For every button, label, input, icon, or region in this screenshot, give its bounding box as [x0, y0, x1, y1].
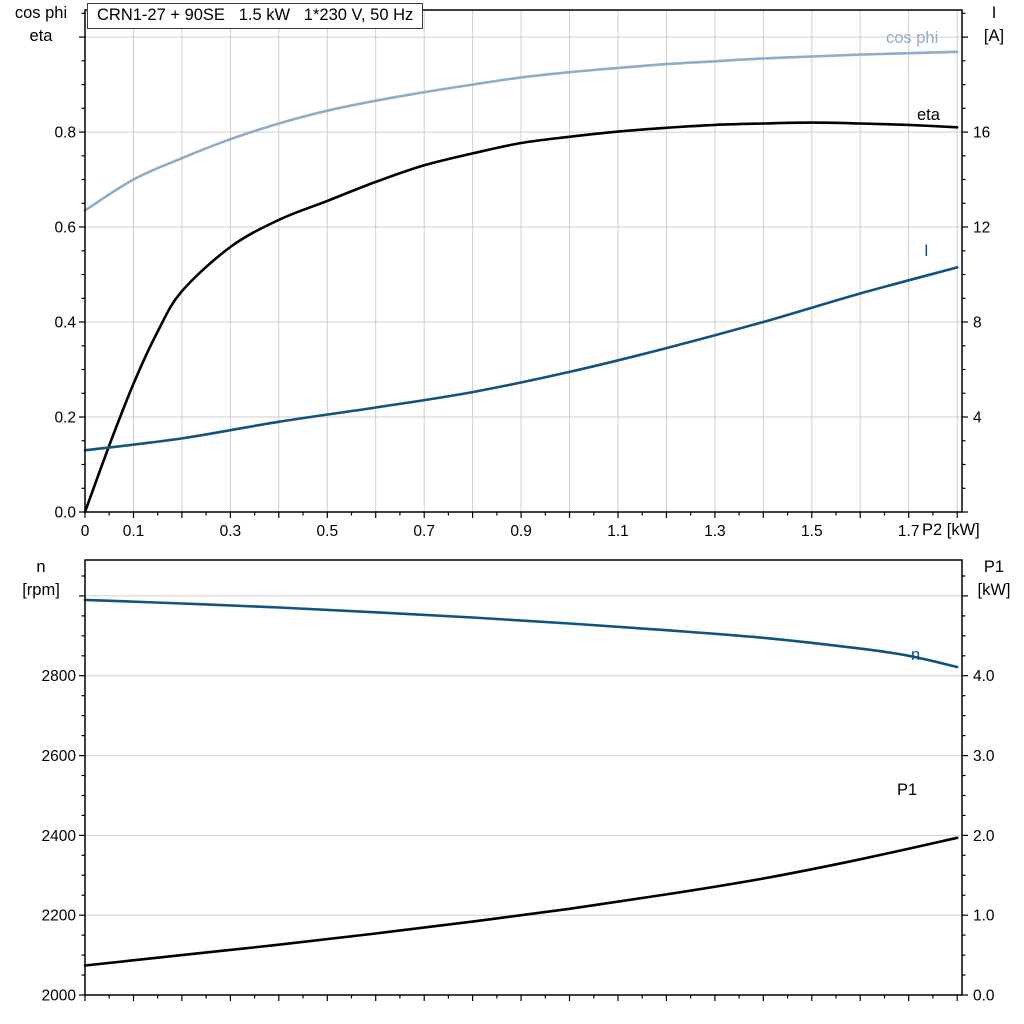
y-right-tick-label: 12 [973, 220, 990, 237]
y-right-tick-label: 16 [973, 125, 990, 142]
curve-i [83, 266, 959, 452]
x-tick-label: 1.1 [607, 523, 629, 540]
speed-curve-label: n [911, 646, 921, 664]
x-tick-label: 0.3 [220, 523, 242, 540]
rpm-unit-label: [rpm] [22, 581, 60, 600]
x-tick-label: 1.7 [898, 523, 920, 540]
p1-curve-label: P1 [897, 781, 918, 799]
y-left-tick-label: 0.6 [54, 220, 76, 237]
x-tick-label: 0.7 [413, 523, 435, 540]
top-left-axis-title: cos phi eta [2, 2, 80, 49]
y-right-tick-label: 4.0 [973, 668, 995, 685]
x-tick-label: 0.5 [317, 523, 339, 540]
x-tick-label: 0.1 [123, 523, 145, 540]
curve-eta [83, 121, 959, 514]
y-left-tick-label: 2200 [42, 908, 77, 925]
y-left-tick-label: 2000 [42, 988, 77, 1005]
top-right-axis-title: I [A] [966, 2, 1022, 49]
y-right-tick-label: 8 [973, 315, 982, 332]
speed-axis-label: n [36, 558, 46, 576]
chart-title-box: CRN1-27 + 90SE 1.5 kW 1*230 V, 50 Hz [87, 3, 424, 29]
ampere-unit-label: [A] [983, 27, 1005, 46]
kw-unit-label: [kW] [977, 581, 1011, 600]
eta-curve-label: eta [917, 106, 940, 124]
curve-p1 [83, 836, 959, 967]
y-right-tick-label: 3.0 [973, 748, 995, 765]
curve-n [83, 598, 959, 669]
y-left-tick-label: 0.4 [54, 315, 76, 332]
y-left-tick-label: 0.8 [54, 125, 76, 142]
cos-phi-axis-label: cos phi [14, 4, 68, 22]
y-right-tick-label: 0.0 [973, 988, 995, 1005]
y-left-tick-label: 0.0 [54, 505, 76, 522]
eta-axis-label: eta [29, 27, 53, 46]
bottom-right-axis-title: P1 [kW] [966, 556, 1022, 603]
current-curve-label: I [924, 242, 929, 260]
curve-cos-phi [83, 50, 959, 212]
y-right-tick-label: 4 [973, 410, 982, 427]
y-left-tick-label: 2800 [42, 668, 77, 685]
y-left-tick-label: 2600 [42, 748, 77, 765]
cos-phi-curve-label: cos phi [886, 29, 939, 47]
y-right-tick-label: 2.0 [973, 828, 995, 845]
bottom-left-axis-title: n [rpm] [2, 556, 80, 603]
y-left-tick-label: 0.2 [54, 410, 76, 427]
x-tick-label: 1.3 [704, 523, 726, 540]
x-tick-label: 0.9 [510, 523, 532, 540]
plot-border [84, 559, 963, 996]
plot-border [84, 9, 963, 513]
current-axis-label: I [991, 4, 997, 22]
p1-axis-label: P1 [983, 558, 1005, 576]
x-tick-label: 1.5 [801, 523, 823, 540]
y-right-tick-label: 1.0 [973, 908, 995, 925]
y-left-tick-label: 2400 [42, 828, 77, 845]
x-axis-title: P2 [kW] [922, 521, 980, 539]
x-tick-label: 0 [81, 523, 90, 540]
